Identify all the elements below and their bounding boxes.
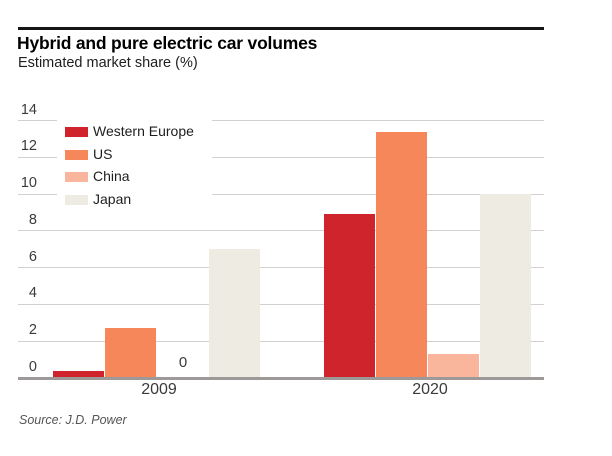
gridline [18,156,544,158]
legend-item-western-europe: Western Europe [57,123,212,140]
chart-subtitle: Estimated market share (%) [18,55,198,71]
gridline [18,303,544,305]
gridline [18,230,544,232]
x-axis-baseline [18,377,544,380]
y-axis-label: 8 [28,211,37,228]
x-axis-label-2009: 2009 [141,381,177,398]
y-axis-label: 2 [28,322,37,339]
x-axis-label-2020: 2020 [412,381,448,398]
bar-japan-2020 [480,194,531,378]
y-axis-label: 4 [28,285,37,302]
bar-western-europe-2020 [324,214,375,378]
legend-swatch-china [65,172,88,183]
gridline [18,340,544,342]
bar-us-2009 [105,328,156,378]
y-axis-label: 12 [20,138,37,155]
legend-swatch-us [65,149,88,160]
legend-swatch-japan [65,195,88,206]
y-axis-label: 14 [20,101,37,118]
legend-item-us: US [57,146,212,163]
legend-label-us: US [93,145,113,162]
legend-item-japan: Japan [57,191,212,208]
zero-value-label-china-2009: 0 [178,354,188,371]
chart-title: Hybrid and pure electric car volumes [17,33,318,53]
legend-item-china: China [57,168,212,185]
gridline [18,267,544,269]
bar-china-2020 [428,354,479,378]
legend: Western Europe US China Japan [57,116,212,210]
bar-us-2020 [376,131,427,378]
y-axis-label: 6 [28,248,37,265]
legend-swatch-western-europe [65,127,88,137]
gridline [18,193,544,195]
gridline [18,120,544,122]
legend-label-china: China [93,168,130,185]
bar-western-europe-2009 [53,370,104,378]
bar-japan-2009 [209,249,260,378]
y-axis-label: 10 [20,175,37,192]
y-axis-label: 0 [28,359,37,375]
legend-label-western-europe: Western Europe [93,123,194,139]
source-note: Source: J.D. Power [19,413,127,427]
legend-label-japan: Japan [93,191,132,208]
title-rule [18,27,544,30]
